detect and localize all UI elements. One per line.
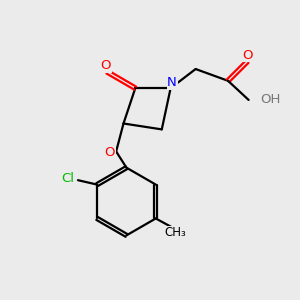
- Text: Cl: Cl: [61, 172, 74, 185]
- Text: N: N: [167, 76, 177, 89]
- Text: O: O: [100, 59, 111, 72]
- Text: O: O: [242, 49, 253, 62]
- Text: OH: OH: [260, 93, 280, 106]
- Text: CH₃: CH₃: [164, 226, 186, 239]
- Text: O: O: [104, 146, 115, 159]
